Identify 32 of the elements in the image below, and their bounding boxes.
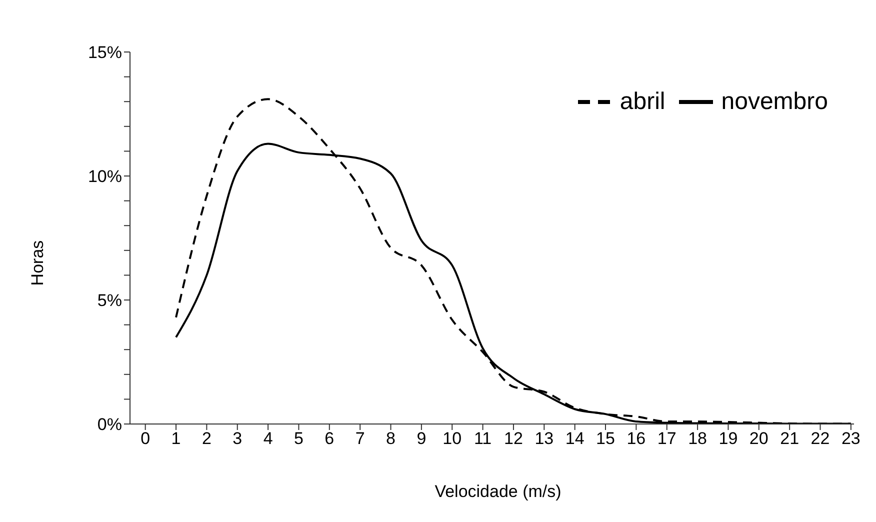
y-tick-label: 10% [88, 167, 122, 186]
x-tick-label: 10 [442, 429, 462, 448]
x-tick-label: 8 [386, 429, 396, 448]
x-tick-label: 17 [657, 429, 676, 448]
x-tick-label: 0 [140, 429, 150, 448]
x-axis-title: Velocidade (m/s) [434, 482, 562, 502]
x-tick-label: 4 [263, 429, 273, 448]
x-tick-label: 3 [232, 429, 242, 448]
x-tick-label: 20 [749, 429, 768, 448]
legend-label: abril [620, 88, 666, 116]
x-tick-label: 19 [718, 429, 738, 448]
y-axis-title: Horas [28, 239, 48, 288]
x-tick-label: 7 [355, 429, 365, 448]
y-tick-label: 0% [97, 415, 122, 434]
x-tick-label: 15 [596, 429, 615, 448]
y-tick-label: 5% [97, 291, 122, 310]
x-tick-label: 9 [416, 429, 426, 448]
x-tick-label: 18 [688, 429, 708, 448]
y-tick-label: 15% [88, 43, 122, 62]
legend-label: novembro [721, 88, 828, 116]
x-tick-label: 12 [504, 429, 523, 448]
x-tick-label: 6 [324, 429, 334, 448]
x-tick-label: 1 [171, 429, 181, 448]
x-tick-label: 22 [810, 429, 830, 448]
x-tick-label: 2 [202, 429, 212, 448]
x-tick-label: 14 [565, 429, 584, 448]
x-tick-label: 23 [841, 429, 860, 448]
x-tick-label: 11 [474, 429, 492, 448]
x-tick-label: 13 [534, 429, 554, 448]
x-tick-label: 21 [780, 429, 800, 448]
x-tick-label: 16 [626, 429, 646, 448]
x-tick-label: 5 [294, 429, 304, 448]
